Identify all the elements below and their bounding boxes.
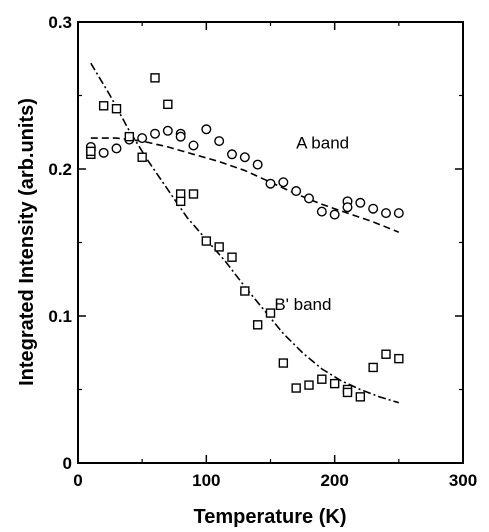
square-point bbox=[124, 131, 135, 142]
annotation-label: A band bbox=[296, 134, 349, 153]
square-point bbox=[201, 236, 212, 246]
circle-point bbox=[188, 140, 199, 151]
circle-point bbox=[393, 208, 404, 219]
circle-point bbox=[201, 124, 212, 135]
square-point bbox=[150, 73, 160, 83]
circle-point bbox=[149, 128, 160, 139]
square-point bbox=[111, 104, 122, 114]
square-point bbox=[394, 353, 404, 364]
y-tick-label: 0.1 bbox=[48, 307, 72, 326]
circle-point bbox=[368, 203, 379, 214]
x-tick-label: 0 bbox=[73, 471, 82, 490]
circle-point bbox=[316, 206, 327, 217]
square-point bbox=[317, 374, 327, 384]
square-point bbox=[265, 308, 276, 318]
circle-point bbox=[214, 136, 225, 147]
x-tick-label: 100 bbox=[192, 471, 220, 490]
fit-line-dashed bbox=[90, 137, 400, 233]
square-point bbox=[355, 392, 366, 402]
circle-point bbox=[252, 159, 263, 170]
circle-point bbox=[162, 125, 173, 136]
square-point bbox=[227, 252, 237, 262]
square-point bbox=[163, 99, 173, 110]
x-tick-label: 300 bbox=[449, 471, 477, 490]
circle-point bbox=[265, 178, 276, 189]
circle-point bbox=[291, 186, 302, 197]
square-point bbox=[188, 189, 199, 199]
square-point bbox=[304, 380, 314, 390]
square-point bbox=[86, 146, 96, 157]
circle-point bbox=[355, 197, 366, 208]
circle-point bbox=[329, 209, 340, 220]
y-tick-label: 0.3 bbox=[48, 13, 72, 32]
square-point bbox=[175, 196, 186, 207]
circle-point bbox=[175, 131, 186, 142]
square-point bbox=[291, 383, 301, 393]
square-point bbox=[278, 358, 289, 368]
square-point bbox=[368, 362, 378, 373]
square-point bbox=[214, 242, 224, 252]
y-axis-title: Integrated Intensity (arb.units) bbox=[16, 98, 38, 386]
circle-point bbox=[304, 193, 315, 204]
square-point bbox=[342, 387, 353, 398]
square-point bbox=[240, 286, 250, 296]
circle-point bbox=[342, 202, 353, 213]
x-tick-label: 200 bbox=[320, 471, 348, 490]
circle-point bbox=[226, 149, 237, 160]
square-point bbox=[98, 101, 109, 111]
square-point bbox=[252, 320, 263, 330]
fit-line-dash-dot bbox=[90, 62, 400, 404]
y-tick-label: 0 bbox=[63, 454, 72, 473]
square-point bbox=[137, 152, 147, 162]
y-tick-label: 0.2 bbox=[48, 160, 72, 179]
x-axis-title: Temperature (K) bbox=[194, 506, 347, 528]
circle-point bbox=[381, 208, 392, 219]
plot-frame bbox=[77, 21, 464, 464]
circle-point bbox=[278, 177, 289, 188]
circle-point bbox=[111, 143, 122, 154]
circle-point bbox=[137, 133, 148, 144]
circle-point bbox=[239, 152, 250, 163]
square-point bbox=[381, 349, 391, 359]
annotation-label: B' band bbox=[274, 295, 331, 314]
square-point bbox=[329, 378, 340, 389]
circle-point bbox=[98, 147, 109, 158]
